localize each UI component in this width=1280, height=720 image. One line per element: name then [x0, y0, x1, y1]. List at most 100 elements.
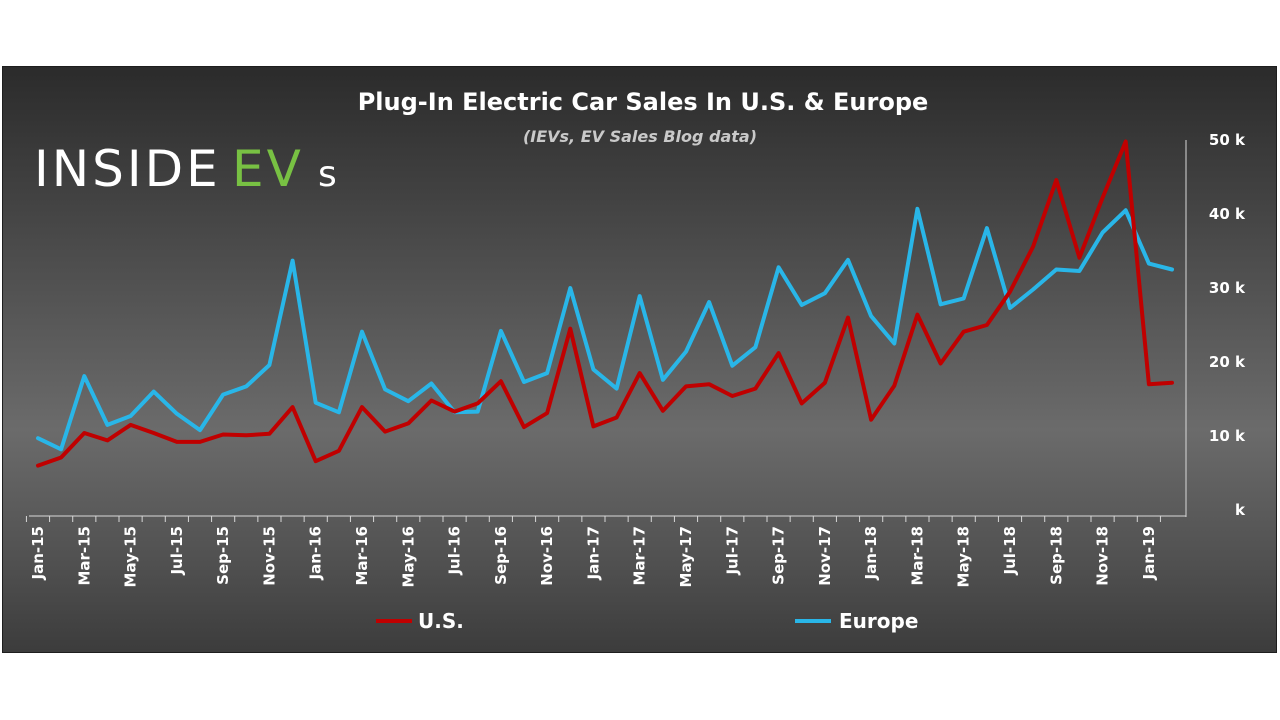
legend: U.S. Europe: [376, 609, 918, 633]
data-point-europe: [152, 390, 156, 394]
data-point-u-s: [337, 449, 341, 453]
x-tick-label: May-15: [122, 526, 140, 587]
data-point-u-s: [314, 459, 318, 463]
data-point-u-s: [545, 411, 549, 415]
data-point-europe: [939, 302, 943, 306]
data-point-u-s: [1124, 139, 1128, 143]
data-point-u-s: [753, 387, 757, 391]
logo-word-ev: EV: [232, 140, 304, 198]
chart-panel: [2, 66, 1277, 653]
x-tick-label: Sep-15: [214, 526, 232, 585]
data-point-u-s: [800, 401, 804, 405]
y-tick-label: 10 k: [1209, 427, 1246, 445]
x-tick-label: Jul-16: [446, 526, 464, 576]
data-point-u-s: [105, 438, 109, 442]
data-point-europe: [568, 286, 572, 290]
data-point-u-s: [915, 313, 919, 317]
data-point-u-s: [291, 405, 295, 409]
data-point-u-s: [476, 401, 480, 405]
data-point-u-s: [267, 432, 271, 436]
data-point-europe: [1031, 287, 1035, 291]
legend-label-us: U.S.: [418, 609, 464, 633]
data-point-u-s: [429, 398, 433, 402]
y-tick-label: k: [1235, 501, 1246, 519]
data-point-u-s: [869, 418, 873, 422]
data-point-europe: [291, 259, 295, 263]
data-point-u-s: [591, 424, 595, 428]
data-point-europe: [499, 329, 503, 333]
x-tick-label: Sep-18: [1047, 526, 1065, 585]
legend-label-europe: Europe: [839, 609, 918, 633]
series-u-s: [36, 139, 1174, 468]
logo-word-s: s: [318, 154, 337, 195]
x-tick-label: May-18: [955, 526, 973, 587]
data-point-u-s: [244, 433, 248, 437]
y-tick-label: 30 k: [1209, 279, 1246, 297]
data-point-europe: [1077, 269, 1081, 273]
data-point-u-s: [36, 464, 40, 468]
data-point-europe: [684, 350, 688, 354]
x-tick-label: Nov-17: [816, 526, 834, 586]
data-point-u-s: [175, 440, 179, 444]
data-point-u-s: [777, 351, 781, 355]
data-point-u-s: [1101, 196, 1105, 200]
data-point-europe: [337, 410, 341, 414]
data-point-europe: [869, 314, 873, 318]
x-tick-label: Jul-15: [168, 526, 186, 576]
data-point-europe: [846, 258, 850, 262]
data-point-europe: [360, 330, 364, 334]
data-point-europe: [753, 345, 757, 349]
data-point-u-s: [1147, 382, 1151, 386]
data-point-u-s: [1170, 381, 1174, 385]
chart-subtitle: (IEVs, EV Sales Blog data): [523, 127, 757, 146]
data-point-u-s: [1077, 256, 1081, 260]
x-tick-label: Sep-16: [492, 526, 510, 585]
data-point-u-s: [684, 384, 688, 388]
data-point-europe: [615, 387, 619, 391]
x-tick-label: Jan-17: [584, 526, 602, 580]
data-point-europe: [383, 387, 387, 391]
data-point-europe: [59, 447, 63, 451]
data-point-u-s: [59, 455, 63, 459]
data-point-europe: [105, 423, 109, 427]
series-layer: [36, 139, 1174, 468]
data-point-europe: [777, 265, 781, 269]
data-point-europe: [244, 384, 248, 388]
chart-title: Plug-In Electric Car Sales In U.S. & Eur…: [358, 88, 929, 116]
data-point-u-s: [962, 330, 966, 334]
data-point-europe: [1170, 268, 1174, 271]
x-tick-label: Jan-16: [307, 526, 325, 580]
data-point-u-s: [615, 416, 619, 419]
data-point-europe: [221, 393, 225, 397]
data-point-europe: [522, 380, 526, 384]
x-tick-label: Mar-18: [908, 526, 926, 586]
data-point-europe: [545, 371, 549, 375]
x-tick-label: May-16: [399, 526, 417, 587]
data-point-u-s: [1031, 245, 1035, 249]
x-tick-label: Jul-17: [723, 526, 741, 576]
x-tick-label: May-17: [677, 526, 695, 587]
data-point-u-s: [198, 440, 202, 444]
y-axis-ticks: k 10 k 20 k 30 k 40 k 50 k: [1209, 131, 1246, 519]
data-point-europe: [892, 342, 896, 345]
data-point-europe: [198, 428, 202, 432]
data-point-u-s: [406, 421, 410, 425]
data-point-europe: [638, 294, 642, 298]
data-point-europe: [476, 410, 480, 414]
data-point-u-s: [638, 371, 642, 375]
data-point-europe: [707, 300, 711, 304]
data-point-europe: [591, 367, 595, 371]
x-tick-label: Jul-18: [1001, 526, 1019, 576]
data-point-europe: [406, 399, 410, 403]
x-tick-label: Nov-18: [1094, 526, 1112, 586]
data-point-europe: [267, 363, 271, 367]
data-point-europe: [1147, 262, 1151, 266]
data-point-europe: [314, 401, 318, 405]
data-point-europe: [730, 364, 734, 368]
x-tick-label: Jan-18: [862, 526, 880, 580]
series-line-u-s: [36, 139, 1174, 468]
data-point-u-s: [152, 431, 156, 435]
data-point-u-s: [129, 423, 133, 427]
data-point-u-s: [522, 425, 526, 429]
